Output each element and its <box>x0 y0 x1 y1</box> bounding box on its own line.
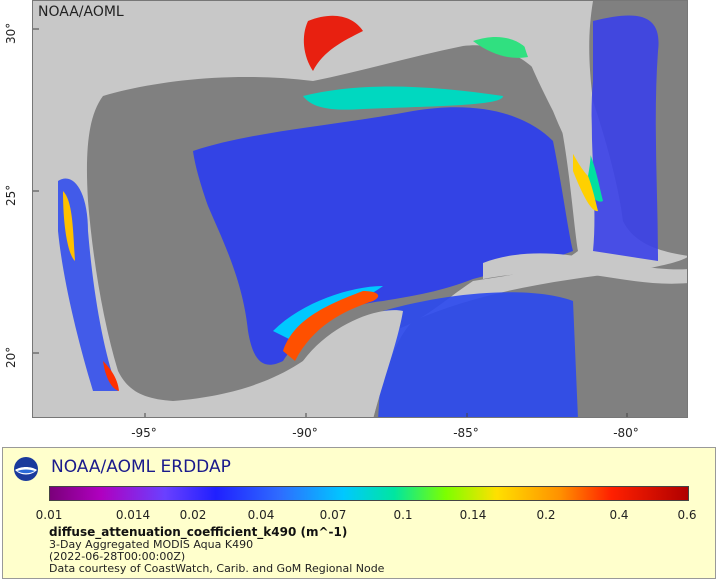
dataset-description: 3-Day Aggregated MODIS Aqua K490 <box>49 538 254 551</box>
k490-swath-east <box>591 15 659 262</box>
lat-tick-25: 25° <box>4 184 18 206</box>
colorbar-label: 0.4 <box>609 508 629 522</box>
k490-band-northeast <box>473 36 533 58</box>
yucatan-land <box>254 310 403 417</box>
k490-band-north <box>303 86 503 110</box>
k490-coast-texas <box>63 191 75 261</box>
k490-coast-florida <box>573 151 598 212</box>
k490-coast-tamaulipas <box>103 361 119 391</box>
lat-tick-20: 20° <box>4 346 18 368</box>
colorbar-label: 0.2 <box>536 508 556 522</box>
colorbar-label: 0.04 <box>247 508 275 522</box>
k490-swath-main <box>193 107 573 365</box>
data-credit: Data courtesy of CoastWatch, Carib. and … <box>49 562 385 575</box>
k490-coast-louisiana <box>303 15 363 71</box>
lon-tick-95: -95° <box>131 426 157 440</box>
map-frame[interactable] <box>32 0 688 418</box>
colorbar <box>49 486 689 501</box>
legend-title: NOAA/AOML ERDDAP <box>51 457 231 477</box>
noaa-logo-icon <box>14 457 38 481</box>
colorbar-label: 0.014 <box>115 508 151 522</box>
legend-panel: NOAA/AOML ERDDAP 0.01 0.014 0.02 0.04 0.… <box>2 447 716 579</box>
colorbar-label: 0.02 <box>179 508 207 522</box>
colorbar-label: 0.1 <box>393 508 413 522</box>
variable-name: diffuse_attenuation_coefficient_k490 (m^… <box>49 525 348 539</box>
colorbar-label: 0.14 <box>459 508 487 522</box>
lon-tick-80: -80° <box>613 426 639 440</box>
colorbar-label: 0.6 <box>677 508 697 522</box>
cuba-land <box>483 253 687 284</box>
k490-swath-caribbean <box>378 292 578 417</box>
lon-tick-90: -90° <box>292 426 318 440</box>
time-stamp: (2022-06-28T00:00:00Z) <box>49 550 186 563</box>
lon-tick-85: -85° <box>453 426 479 440</box>
corner-label: NOAA/AOML <box>38 4 124 20</box>
florida-land <box>523 37 592 176</box>
colorbar-label: 0.07 <box>319 508 347 522</box>
lat-tick-30: 30° <box>4 22 18 44</box>
axis-ticks <box>33 28 628 417</box>
colorbar-label: 0.01 <box>35 508 63 522</box>
k490-coast-campeche <box>283 291 379 361</box>
map-plot <box>33 1 687 417</box>
